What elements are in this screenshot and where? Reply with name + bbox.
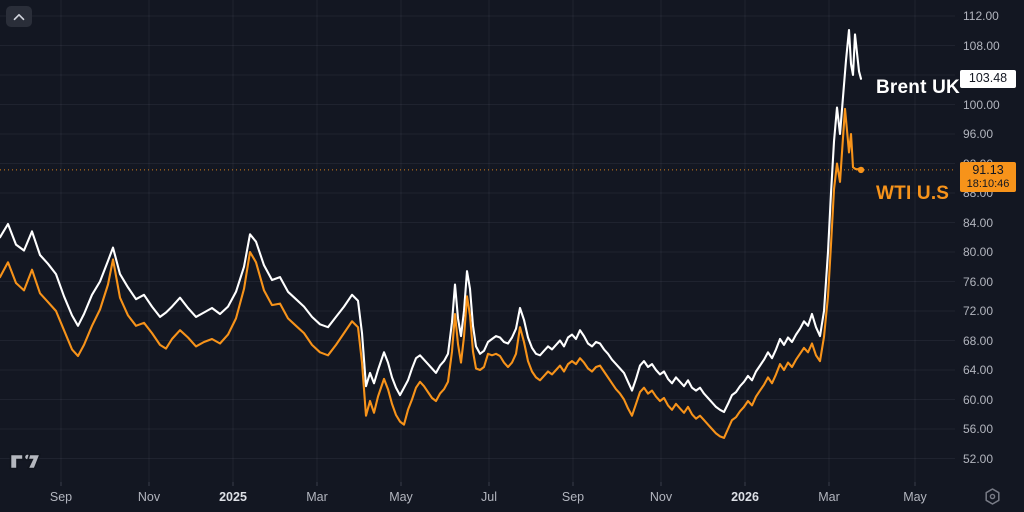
brent-price-tag: 103.48 (960, 69, 1016, 88)
brent-series-line[interactable] (0, 28, 863, 414)
price-tick-label: 76.00 (963, 274, 994, 289)
time-tick-label: Sep (561, 490, 585, 504)
time-axis[interactable]: Sep Nov 2025 Mar May Jul Sep Nov 2026 Mar May (0, 482, 1024, 512)
price-tick-label: 52.00 (963, 451, 994, 466)
time-tick-label: 2025 (219, 490, 247, 504)
gridlines (0, 0, 955, 482)
wti-price-value: 91.13 (972, 162, 1004, 177)
price-tick-label: 108.00 (963, 38, 1000, 53)
price-tick-label: 80.00 (963, 245, 994, 259)
price-tick-label: 56.00 (963, 422, 994, 436)
wti-series-line[interactable] (0, 107, 863, 439)
price-tick-label: 60.00 (963, 392, 994, 407)
price-tick-label: 112.00 (963, 9, 999, 23)
time-tick-label: Mar (818, 490, 840, 504)
price-tick-label: 72.00 (963, 304, 994, 318)
brent-series-label: Brent UK (876, 77, 960, 98)
time-tick-label: Nov (137, 490, 161, 504)
time-axis-tick-marks (60, 482, 916, 486)
price-axis[interactable]: 52.00 56.00 60.00 64.00 68.00 72.00 76.00 80.00… (955, 0, 1024, 482)
time-tick-label: 2026 (731, 490, 759, 504)
time-tick-label: Sep (49, 490, 73, 504)
wti-series-label: WTI U.S (876, 183, 950, 204)
wti-price-tag: 91.13 18:10:46 (960, 161, 1016, 192)
wti-last-point-marker (857, 166, 865, 174)
price-tick-label: 84.00 (963, 215, 994, 230)
chevron-up-icon (13, 13, 25, 21)
axis-settings-icon[interactable] (983, 487, 1002, 511)
tradingview-logo[interactable] (9, 449, 43, 476)
time-tick-label: Nov (649, 490, 673, 504)
time-tick-label: Mar (306, 490, 328, 504)
time-tick-label: May (389, 490, 413, 504)
price-tick-label: 96.00 (963, 127, 994, 141)
time-tick-label: May (903, 490, 927, 504)
brent-price-value: 103.48 (968, 70, 1008, 85)
price-tick-label: 100.00 (963, 97, 1000, 112)
price-tick-label: 64.00 (963, 363, 994, 377)
wti-price-time: 18:10:46 (966, 177, 1010, 190)
collapse-pane-button[interactable] (6, 6, 32, 27)
time-tick-label: Jul (481, 490, 497, 504)
price-tick-label: 68.00 (963, 333, 994, 348)
